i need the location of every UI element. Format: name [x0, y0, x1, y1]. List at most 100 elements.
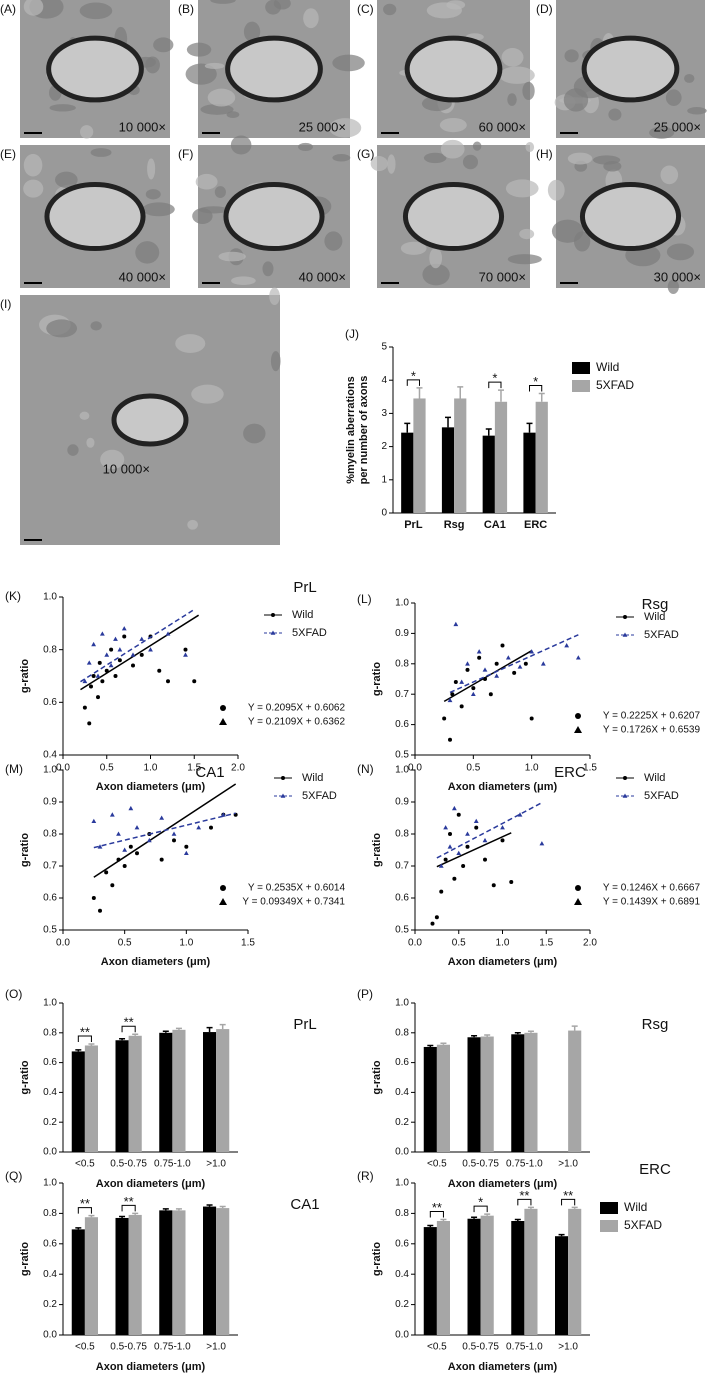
point [109, 812, 115, 817]
texture [522, 81, 535, 101]
point [122, 847, 128, 852]
sig-label: * [478, 1195, 483, 1210]
x-tick-label: 0.5-0.75 [110, 1342, 147, 1353]
equation: Y = 0.1726X + 0.6539 [603, 725, 701, 736]
x-tick-label: >1.0 [558, 1159, 578, 1170]
point [443, 857, 448, 862]
error-bar [538, 392, 545, 402]
texture [547, 179, 565, 201]
point [139, 636, 145, 641]
panel-label: (H) [536, 147, 553, 161]
point [183, 652, 188, 657]
error-bar [427, 1044, 434, 1047]
chart-title: ERC [639, 1161, 671, 1178]
texture [23, 153, 43, 177]
error-bar [571, 1206, 578, 1209]
error-bar [497, 389, 504, 402]
x-tick-label: <0.5 [427, 1159, 447, 1170]
x-tick-label: >1.0 [558, 1342, 578, 1353]
y-tick-label: 1.0 [43, 1178, 57, 1189]
x-tick-label: 0.0 [408, 938, 422, 949]
bar [467, 1218, 481, 1335]
point [474, 825, 479, 830]
point [623, 776, 627, 780]
legend-label: 5XFAD [644, 790, 679, 802]
error-bar [440, 1042, 447, 1045]
legend-label: 5XFAD [302, 790, 337, 802]
point [95, 673, 101, 678]
error-bar [558, 1233, 565, 1237]
sig-label: * [533, 374, 538, 389]
texture [23, 179, 44, 198]
y-tick-label: 1 [381, 474, 387, 485]
x-axis-label: Axon diameters (μm) [96, 1178, 206, 1190]
texture [79, 411, 90, 420]
x-tick-label: 0.0 [56, 938, 70, 949]
error-bar [206, 1026, 213, 1033]
panel-label: (L) [357, 592, 372, 606]
bar [480, 1215, 494, 1335]
chart-title: PrL [293, 579, 316, 596]
legend-swatch [600, 1220, 618, 1232]
x-tick-label: ERC [524, 519, 547, 531]
point [459, 679, 465, 684]
y-tick-label: 1.0 [395, 1178, 409, 1189]
myelin-ring [581, 35, 680, 103]
point [494, 661, 499, 666]
texture [446, 0, 466, 10]
point [430, 921, 435, 926]
texture [67, 444, 79, 456]
point [500, 825, 505, 830]
texture [265, 0, 282, 15]
error-bar [457, 386, 464, 399]
point [165, 631, 171, 636]
point [483, 857, 487, 862]
bar [115, 1217, 129, 1335]
texture [226, 111, 240, 118]
legend-label: Wild [596, 360, 619, 374]
texture [46, 319, 78, 338]
point [505, 655, 511, 660]
error-bar [527, 1206, 534, 1209]
point [159, 857, 164, 862]
texture [262, 261, 274, 277]
error-bar [416, 387, 423, 399]
point [452, 876, 457, 881]
point [196, 825, 202, 830]
point [91, 896, 96, 900]
texture [429, 247, 443, 269]
bar [482, 435, 495, 513]
y-tick-label: 0.2 [43, 1299, 57, 1310]
panel-label: (E) [0, 147, 16, 161]
y-tick-label: 1.0 [43, 592, 57, 603]
texture [499, 66, 535, 84]
point [113, 636, 118, 641]
point [183, 647, 188, 652]
point [100, 679, 105, 684]
point [96, 695, 100, 700]
texture [187, 519, 198, 530]
panel-label: (D) [536, 2, 553, 16]
y-tick-label: 1.0 [395, 998, 409, 1009]
point [465, 667, 470, 672]
texture [55, 171, 78, 188]
magnification: 30 000× [654, 269, 701, 284]
magnification: 70 000× [479, 269, 526, 284]
eq-marker [574, 898, 582, 905]
x-tick-label: 1.0 [525, 763, 539, 774]
fit-line [80, 614, 200, 691]
eq-marker [219, 898, 227, 905]
texture [423, 152, 447, 164]
eq-marker [219, 718, 227, 725]
x-tick-label: 1.5 [187, 763, 201, 774]
point [473, 818, 479, 823]
y-axis-label: g-ratio [371, 1242, 383, 1277]
y-tick-label: 0.6 [43, 1238, 57, 1249]
error-bar [88, 1214, 95, 1218]
point [482, 837, 488, 843]
texture [303, 8, 319, 29]
y-tick-label: 0.8 [395, 829, 409, 840]
y-tick-label: 5 [381, 342, 387, 353]
y-tick-label: 0.8 [395, 1027, 409, 1038]
point [184, 844, 189, 849]
